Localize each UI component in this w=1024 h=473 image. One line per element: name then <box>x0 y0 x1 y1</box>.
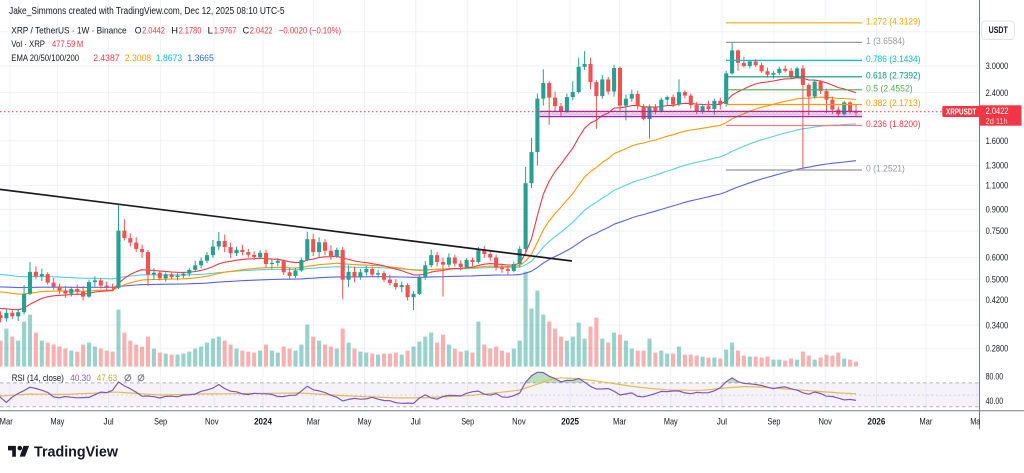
svg-text:2026: 2026 <box>868 417 886 427</box>
svg-text:0.9000: 0.9000 <box>986 205 1009 215</box>
svg-text:RSI (14, close): RSI (14, close) <box>12 373 64 384</box>
svg-text:Jul: Jul <box>104 417 114 427</box>
svg-text:Jake_Simmons created with Trad: Jake_Simmons created with TradingView.co… <box>9 6 285 17</box>
svg-text:1.272 (4.3129): 1.272 (4.3129) <box>866 17 921 27</box>
svg-text:May: May <box>664 417 678 427</box>
svg-text:XRPUSDT: XRPUSDT <box>946 108 976 117</box>
svg-text:Sep: Sep <box>768 417 781 427</box>
svg-text:−0.0020 (−0.10%): −0.0020 (−0.10%) <box>279 25 341 36</box>
svg-text:0.3400: 0.3400 <box>986 320 1009 330</box>
svg-text:1.3665: 1.3665 <box>187 53 213 64</box>
svg-text:Jul: Jul <box>717 417 727 427</box>
svg-text:2.0422: 2.0422 <box>986 106 1009 116</box>
svg-text:40.30: 40.30 <box>70 373 91 384</box>
svg-text:0.382 (2.1713): 0.382 (2.1713) <box>866 98 921 108</box>
svg-text:May: May <box>358 417 372 427</box>
svg-text:Vol · XRP: Vol · XRP <box>11 39 45 50</box>
svg-text:Nov: Nov <box>205 417 219 427</box>
svg-text:47.63: 47.63 <box>97 373 118 384</box>
svg-text:May: May <box>970 417 984 427</box>
svg-text:Sep: Sep <box>461 417 474 427</box>
svg-text:1.8673: 1.8673 <box>156 53 182 64</box>
svg-text:2d 11h: 2d 11h <box>986 116 1008 126</box>
svg-text:0.4200: 0.4200 <box>986 295 1009 305</box>
svg-text:2025: 2025 <box>561 417 579 427</box>
svg-text:1.1000: 1.1000 <box>986 181 1009 191</box>
svg-text:C: C <box>243 25 250 36</box>
svg-text:Mar: Mar <box>919 417 932 427</box>
svg-text:0.7500: 0.7500 <box>986 226 1009 236</box>
svg-text:3.0000: 3.0000 <box>986 61 1009 71</box>
svg-text:2.0422: 2.0422 <box>250 25 273 36</box>
svg-text:TradingView: TradingView <box>34 445 119 461</box>
svg-text:2.1780: 2.1780 <box>179 25 202 36</box>
svg-text:Nov: Nov <box>512 417 526 427</box>
svg-text:0.5000: 0.5000 <box>986 274 1009 284</box>
svg-text:2.4000: 2.4000 <box>986 88 1009 98</box>
svg-text:0.6000: 0.6000 <box>986 253 1009 263</box>
svg-text:2.3008: 2.3008 <box>125 53 151 64</box>
svg-text:H: H <box>171 25 178 36</box>
svg-text:1.9767: 1.9767 <box>214 25 236 36</box>
svg-text:Jul: Jul <box>411 417 421 427</box>
svg-text:0.618 (2.7392): 0.618 (2.7392) <box>866 71 921 81</box>
svg-text:Mar: Mar <box>0 417 13 427</box>
svg-text:2024: 2024 <box>254 417 272 427</box>
svg-text:80.00: 80.00 <box>986 372 1004 382</box>
svg-text:477.59 M: 477.59 M <box>52 39 83 50</box>
svg-text:Mar: Mar <box>613 417 626 427</box>
svg-text:Sep: Sep <box>154 417 167 427</box>
svg-text:0.236 (1.8200): 0.236 (1.8200) <box>866 119 921 129</box>
svg-text:XRP / TetherUS · 1W · Binance: XRP / TetherUS · 1W · Binance <box>11 25 126 36</box>
svg-text:0.5 (2.4552): 0.5 (2.4552) <box>866 84 913 94</box>
svg-text:Mar: Mar <box>307 417 320 427</box>
svg-text:2.0442: 2.0442 <box>142 25 165 36</box>
svg-text:May: May <box>51 417 65 427</box>
svg-text:2.4387: 2.4387 <box>93 53 119 64</box>
svg-text:Nov: Nov <box>818 417 832 427</box>
svg-text:1.3000: 1.3000 <box>986 161 1009 171</box>
svg-text:1.6000: 1.6000 <box>986 136 1009 146</box>
svg-text:0 (1.2521): 0 (1.2521) <box>866 164 905 174</box>
svg-text:0.786 (3.1434): 0.786 (3.1434) <box>866 54 921 64</box>
svg-text:1 (3.6584): 1 (3.6584) <box>866 36 905 46</box>
svg-text:40.00: 40.00 <box>986 396 1004 406</box>
svg-text:0.2800: 0.2800 <box>986 343 1009 353</box>
svg-text:L: L <box>208 25 214 36</box>
svg-text:O: O <box>135 25 142 36</box>
svg-text:EMA 20/50/100/200: EMA 20/50/100/200 <box>11 53 79 64</box>
svg-text:USDT: USDT <box>989 25 1009 35</box>
